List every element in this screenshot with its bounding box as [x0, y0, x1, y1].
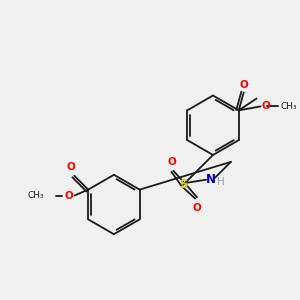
Text: N: N [206, 173, 216, 186]
Text: CH₃: CH₃ [28, 191, 45, 200]
Text: O: O [262, 101, 270, 111]
Text: O: O [239, 80, 248, 90]
Text: O: O [167, 157, 176, 167]
Text: CH₃: CH₃ [280, 102, 297, 111]
Text: O: O [67, 162, 76, 172]
Text: S: S [179, 178, 188, 191]
Text: H: H [217, 177, 225, 187]
Text: O: O [193, 202, 202, 212]
Text: O: O [64, 190, 73, 201]
